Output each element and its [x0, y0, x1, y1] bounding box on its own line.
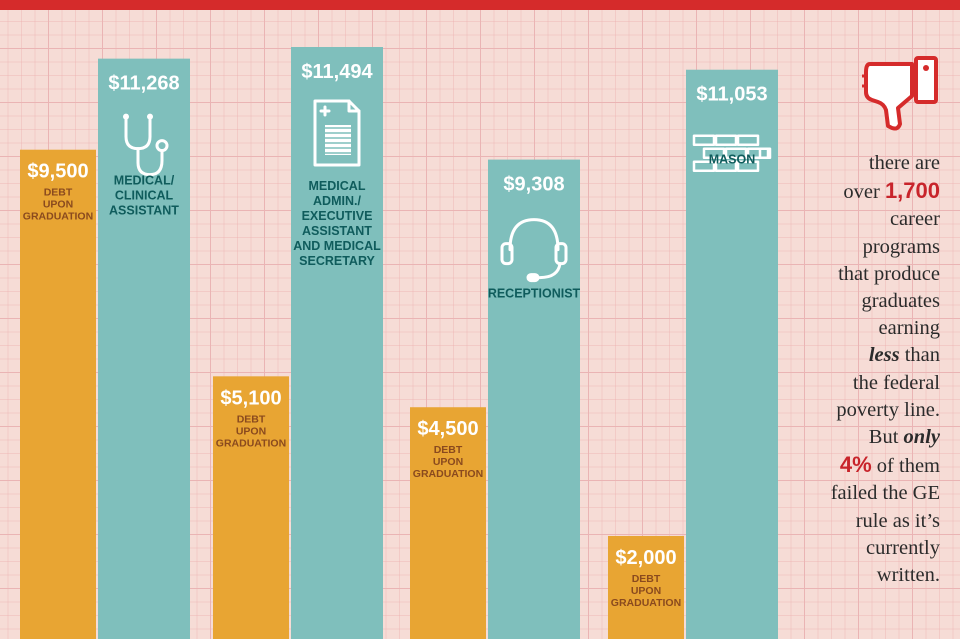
occupation-label: MASON: [709, 153, 756, 167]
occupation-label: MEDICAL: [309, 179, 366, 193]
occupation-label: MEDICAL/: [114, 174, 175, 188]
occupation-label: ASSISTANT: [109, 204, 179, 218]
headset-icon: [500, 218, 568, 283]
note-line: currently: [866, 536, 940, 559]
note-line: less than: [868, 344, 940, 367]
debt-caption: UPON: [433, 456, 463, 468]
note-line: programs: [862, 235, 940, 258]
occupation-label: AND MEDICAL: [293, 239, 381, 253]
debt-caption: GRADUATION: [23, 211, 93, 223]
debt-value-label: $5,100: [220, 387, 281, 409]
note-line: rule as it’s: [855, 509, 940, 532]
emphasis-text: less: [868, 344, 900, 367]
emphasis-text: only: [903, 426, 940, 449]
note-line: the federal: [852, 371, 940, 394]
thumbs-down-icon: [862, 56, 938, 131]
debt-bar: [213, 376, 289, 639]
note-line: But only: [868, 426, 940, 449]
debt-caption: UPON: [236, 425, 266, 437]
note-line: that produce: [838, 262, 940, 285]
earnings-value-label: $11,053: [696, 84, 767, 106]
earnings-bar: [488, 159, 580, 639]
occupation-label: ASSISTANT: [302, 224, 372, 238]
debt-bar: [410, 407, 486, 639]
debt-caption: UPON: [631, 585, 661, 597]
debt-caption: DEBT: [44, 187, 73, 199]
note-line: poverty line.: [836, 398, 940, 421]
occupation-label: EXECUTIVE: [302, 209, 373, 223]
debt-caption: DEBT: [632, 573, 661, 585]
note-line: earning: [878, 317, 940, 340]
debt-value-label: $2,000: [615, 547, 676, 569]
debt-caption: GRADUATION: [413, 468, 483, 480]
note-line: graduates: [861, 290, 940, 313]
note-line: failed the GE: [830, 482, 940, 505]
occupation-label: ADMIN./: [313, 194, 361, 208]
debt-caption: GRADUATION: [216, 437, 286, 449]
occupation-label: RECEPTIONIST: [488, 287, 581, 301]
note-line: career: [889, 208, 940, 231]
debt-caption: GRADUATION: [611, 597, 681, 609]
note-line: over 1,700: [843, 178, 940, 204]
debt-value-label: $4,500: [417, 418, 478, 440]
earnings-value-label: $9,308: [503, 174, 564, 196]
debt-caption: DEBT: [237, 413, 266, 425]
document-icon: [313, 99, 361, 167]
earnings-value-label: $11,494: [301, 61, 373, 83]
highlight-number: 1,700: [884, 178, 940, 204]
earnings-value-label: $11,268: [108, 73, 179, 95]
note-line: 4% of them: [839, 452, 940, 478]
occupation-label: CLINICAL: [115, 189, 174, 203]
note-line: written.: [876, 564, 940, 587]
earnings-bar: [98, 58, 190, 639]
debt-bar: [20, 149, 96, 639]
poverty-line-note: there are over 1,700 career programs tha…: [772, 150, 940, 589]
debt-bar: [608, 535, 684, 639]
note-line: there are: [868, 152, 940, 174]
debt-caption: UPON: [43, 199, 73, 211]
debt-value-label: $9,500: [27, 161, 88, 183]
highlight-percent: 4%: [839, 452, 872, 478]
top-accent-bar: [0, 0, 960, 10]
brick-wall-icon: [692, 134, 772, 172]
stethoscope-icon: [123, 113, 169, 177]
earnings-bar: [686, 69, 778, 639]
occupation-label: SECRETARY: [299, 254, 375, 268]
debt-caption: DEBT: [434, 444, 463, 456]
